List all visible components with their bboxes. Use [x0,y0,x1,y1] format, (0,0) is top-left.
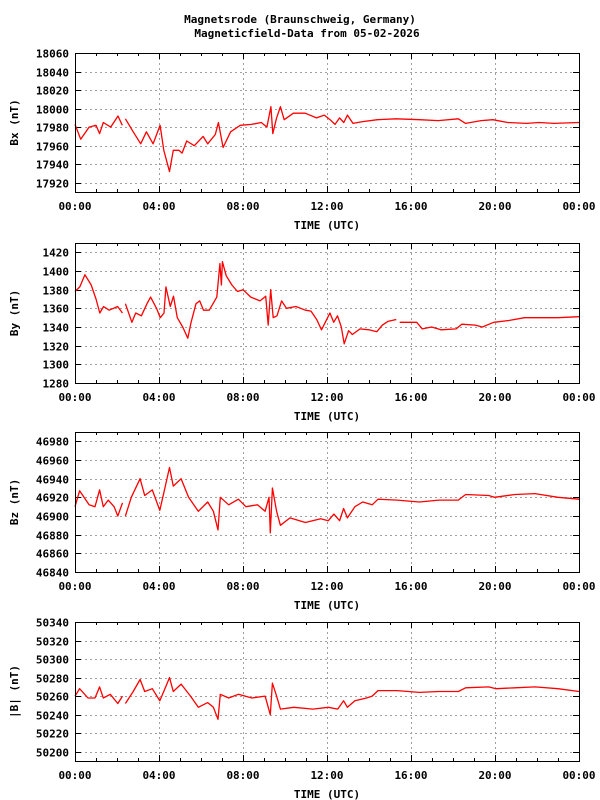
y-tick-label: 50260 [36,691,69,704]
y-axis-label: By (nT) [8,290,21,336]
y-tick-label: 50200 [36,747,69,760]
y-tick-label: 46960 [36,455,69,468]
y-tick-label: 18060 [36,48,69,61]
x-axis-label: TIME (UTC) [294,599,360,612]
chart-panel-1: 1280 1300 1320 1340 1360 1380 1400 1420 00:00 04:… [8,243,596,423]
y-tick-label: 17920 [36,178,69,191]
y-tick-label: 1320 [43,341,70,354]
x-tick-label: 04:00 [142,391,175,404]
plot-frame [75,243,580,384]
y-tick-label: 18040 [36,67,69,80]
plot-frame [75,622,580,762]
y-tick-label: 1360 [43,303,70,316]
chart-title-line2: Magneticfield-Data from 05-02-2026 [194,27,420,40]
y-tick-label: 50340 [36,617,69,630]
x-tick-label: 12:00 [310,769,343,782]
x-tick-label: 00:00 [562,580,595,593]
x-axis-label: TIME (UTC) [294,219,360,232]
chart-panel-0: 17920 17940 17960 17980 18000 18020 18040 18060… [8,48,596,233]
y-tick-label: 46860 [36,548,69,561]
y-tick-label: 46980 [36,436,69,449]
x-tick-label: 00:00 [562,391,595,404]
y-tick-label: 46840 [36,567,69,580]
y-tick-label: 46940 [36,474,69,487]
x-tick-label: 16:00 [394,769,427,782]
x-tick-label: 00:00 [58,769,91,782]
x-tick-label: 04:00 [142,580,175,593]
chart-panel-2: 46840 46860 46880 46900 46920 46940 46960 46980… [8,432,596,612]
x-tick-label: 00:00 [58,200,91,213]
data-series-line [74,466,580,534]
y-tick-label: 50320 [36,636,69,649]
x-tick-label: 00:00 [562,200,595,213]
chart-panel-3: 50200 50220 50240 50260 50280 50300 50320 50340… [8,617,596,800]
y-tick-label: 17960 [36,141,69,154]
x-tick-label: 08:00 [226,391,259,404]
y-tick-label: 1300 [43,359,70,372]
y-tick-label: 1340 [43,322,70,335]
y-tick-label: 46900 [36,511,69,524]
data-series-line [74,676,580,720]
y-axis-label: Bz (nT) [8,479,21,525]
x-tick-label: 12:00 [310,391,343,404]
x-axis-label: TIME (UTC) [294,410,360,423]
y-tick-label: 18000 [36,104,69,117]
x-tick-label: 16:00 [394,200,427,213]
x-tick-label: 20:00 [478,769,511,782]
x-tick-label: 00:00 [58,580,91,593]
x-tick-label: 00:00 [562,769,595,782]
y-tick-label: 17980 [36,122,69,135]
y-tick-label: 50220 [36,728,69,741]
x-tick-label: 16:00 [394,580,427,593]
y-tick-label: 46880 [36,530,69,543]
y-tick-label: 1380 [43,285,70,298]
y-axis-label: Bx (nT) [8,99,21,145]
x-tick-label: 16:00 [394,391,427,404]
x-tick-label: 00:00 [58,391,91,404]
y-tick-label: 1420 [43,247,70,260]
y-tick-label: 50240 [36,710,69,723]
data-series-line [74,106,580,173]
x-tick-label: 08:00 [226,769,259,782]
chart-title-line1: Magnetsrode (Braunschweig, Germany) [184,13,416,26]
x-tick-label: 12:00 [310,580,343,593]
x-tick-label: 20:00 [478,200,511,213]
data-series-line [74,261,580,345]
y-axis-label: |B| (nT) [8,665,21,718]
x-tick-label: 12:00 [310,200,343,213]
x-tick-label: 08:00 [226,200,259,213]
y-tick-label: 46920 [36,492,69,505]
x-tick-label: 04:00 [142,769,175,782]
x-tick-label: 20:00 [478,391,511,404]
y-tick-label: 17940 [36,159,69,172]
x-tick-label: 20:00 [478,580,511,593]
y-tick-label: 50280 [36,673,69,686]
x-tick-label: 04:00 [142,200,175,213]
y-tick-label: 1280 [43,378,70,391]
y-tick-label: 1400 [43,266,70,279]
x-axis-label: TIME (UTC) [294,788,360,800]
x-tick-label: 08:00 [226,580,259,593]
y-tick-label: 18020 [36,85,69,98]
y-tick-label: 50300 [36,654,69,667]
plot-frame [75,53,580,193]
plot-frame [75,432,580,573]
